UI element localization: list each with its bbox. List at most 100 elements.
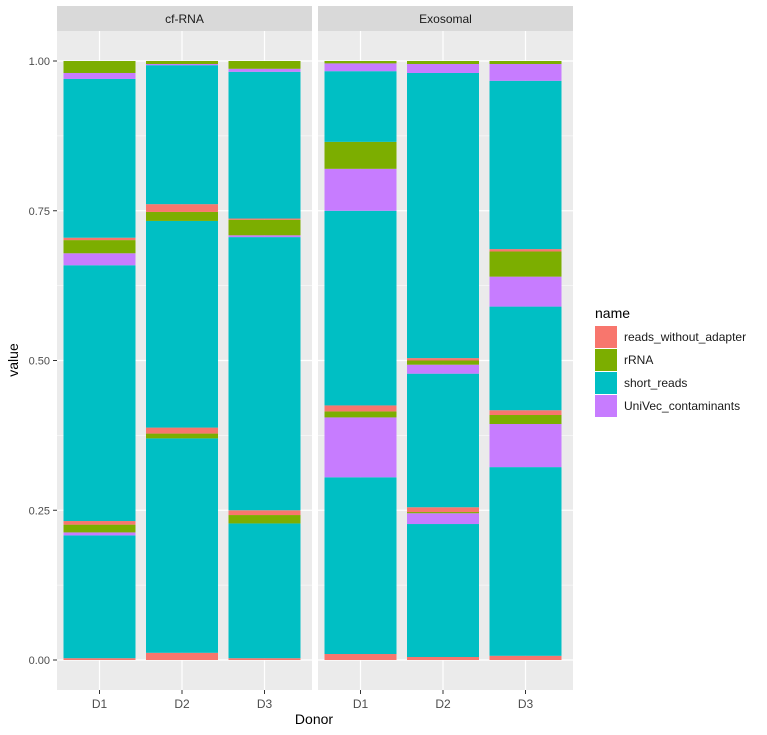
bar-segment-rrna <box>228 219 301 236</box>
legend-key-swatch <box>595 395 617 417</box>
bar-segment-reads-without-adapter <box>63 658 136 660</box>
bar-segment-rrna <box>146 211 218 221</box>
bar-segment-univec-contaminants <box>407 63 479 73</box>
bar-d2 <box>146 61 218 660</box>
facet-panel-exosomal: Exosomal <box>318 6 573 690</box>
legend-key-swatch <box>595 326 617 348</box>
bar-segment-rrna <box>489 251 562 277</box>
bar-segment-univec-contaminants <box>489 423 562 468</box>
bar-segment-reads-without-adapter <box>489 249 562 252</box>
bar-d2 <box>407 61 479 660</box>
x-tick-label: D2 <box>174 697 190 711</box>
bar-segment-rrna <box>228 515 301 524</box>
bar-segment-reads-without-adapter <box>228 658 301 660</box>
bar-segment-rrna <box>407 61 479 64</box>
bar-segment-short-reads <box>146 220 218 428</box>
bar-segment-univec-contaminants <box>407 513 479 525</box>
legend-entry-univec-contaminants: UniVec_contaminants <box>595 395 740 417</box>
bar-segment-rrna <box>228 61 301 69</box>
x-tick-label: D2 <box>435 697 451 711</box>
bar-segment-short-reads <box>489 467 562 656</box>
bar-segment-short-reads <box>228 71 301 219</box>
x-tick-label: D1 <box>92 697 108 711</box>
bar-segment-univec-contaminants <box>146 63 218 66</box>
bar-segment-short-reads <box>324 477 397 655</box>
bar-segment-reads-without-adapter <box>146 427 218 434</box>
bar-segment-univec-contaminants <box>63 253 136 266</box>
bar-segment-rrna <box>63 61 136 73</box>
bar-segment-rrna <box>324 411 397 418</box>
y-tick-label: 0.50 <box>29 356 50 368</box>
bar-segment-short-reads <box>228 523 301 659</box>
bar-segment-short-reads <box>407 373 479 508</box>
x-tick-label: D1 <box>353 697 369 711</box>
bar-segment-univec-contaminants <box>63 72 136 79</box>
bar-segment-short-reads <box>407 72 479 359</box>
legend-entry-rrna: rRNA <box>595 349 653 371</box>
x-tick-label: D3 <box>518 697 534 711</box>
bar-segment-univec-contaminants <box>228 68 301 72</box>
y-tick-label: 0.00 <box>29 655 50 667</box>
bar-segment-univec-contaminants <box>489 276 562 307</box>
bar-segment-rrna <box>407 360 479 365</box>
bar-segment-rrna <box>324 141 397 169</box>
legend: name reads_without_adapter rRNA short_read… <box>595 305 746 417</box>
bar-segment-reads-without-adapter <box>146 652 218 660</box>
x-axis: D1 D2 D3 D1 D2 D3 <box>92 690 534 711</box>
bar-d1 <box>324 61 397 660</box>
legend-entry-label: UniVec_contaminants <box>624 399 740 413</box>
bar-d1 <box>63 61 136 660</box>
bar-segment-univec-contaminants <box>407 364 479 374</box>
bar-segment-rrna <box>146 61 218 64</box>
facet-strip <box>57 6 312 31</box>
bar-d3 <box>489 61 562 660</box>
y-tick-label: 1.00 <box>29 56 50 68</box>
bar-segment-reads-without-adapter <box>489 410 562 416</box>
bar-segment-reads-without-adapter <box>63 237 136 241</box>
bar-segment-reads-without-adapter <box>324 654 397 660</box>
bar-segment-univec-contaminants <box>489 63 562 81</box>
bar-d3 <box>228 61 301 660</box>
legend-entry-label: reads_without_adapter <box>624 330 746 344</box>
bar-segment-reads-without-adapter <box>407 657 479 660</box>
bar-segment-short-reads <box>407 524 479 658</box>
bar-segment-rrna <box>63 240 136 254</box>
x-axis-title: Donor <box>295 711 333 727</box>
y-axis: 0.00 0.25 0.50 0.75 1.00 <box>29 56 57 667</box>
bar-segment-univec-contaminants <box>324 63 397 72</box>
bar-segment-rrna <box>489 61 562 64</box>
bar-segment-rrna <box>407 512 479 514</box>
bar-segment-reads-without-adapter <box>228 510 301 516</box>
bar-segment-short-reads <box>324 210 397 406</box>
bar-segment-univec-contaminants <box>324 417 397 478</box>
bar-segment-rrna <box>489 415 562 424</box>
bar-segment-reads-without-adapter <box>489 655 562 660</box>
bar-segment-univec-contaminants <box>324 168 397 211</box>
legend-entry-reads-without-adapter: reads_without_adapter <box>595 326 746 348</box>
bar-segment-short-reads <box>228 237 301 511</box>
legend-entry-label: rRNA <box>624 353 653 367</box>
bar-segment-univec-contaminants <box>63 532 136 536</box>
bar-segment-reads-without-adapter <box>407 358 479 361</box>
facet-strip-label: Exosomal <box>419 12 472 26</box>
bar-segment-reads-without-adapter <box>63 521 136 525</box>
bar-segment-reads-without-adapter <box>228 218 301 220</box>
legend-entry-label: short_reads <box>624 376 687 390</box>
bar-segment-reads-without-adapter <box>407 507 479 513</box>
facet-panels: cf-RNA Exosomal <box>57 6 573 690</box>
legend-title: name <box>595 305 630 321</box>
bar-segment-reads-without-adapter <box>324 405 397 412</box>
y-tick-label: 0.75 <box>29 206 50 218</box>
legend-key-swatch <box>595 372 617 394</box>
bar-segment-short-reads <box>146 438 218 653</box>
legend-key-swatch <box>595 349 617 371</box>
bar-segment-rrna <box>63 524 136 533</box>
legend-entry-short-reads: short_reads <box>595 372 687 394</box>
facet-strip-label: cf-RNA <box>165 12 204 26</box>
bar-segment-short-reads <box>489 80 562 250</box>
bar-segment-rrna <box>324 61 397 64</box>
facet-panel-cf-rna: cf-RNA <box>57 6 312 690</box>
bar-segment-short-reads <box>324 71 397 142</box>
bar-segment-univec-contaminants <box>228 235 301 238</box>
bar-segment-short-reads <box>63 265 136 522</box>
